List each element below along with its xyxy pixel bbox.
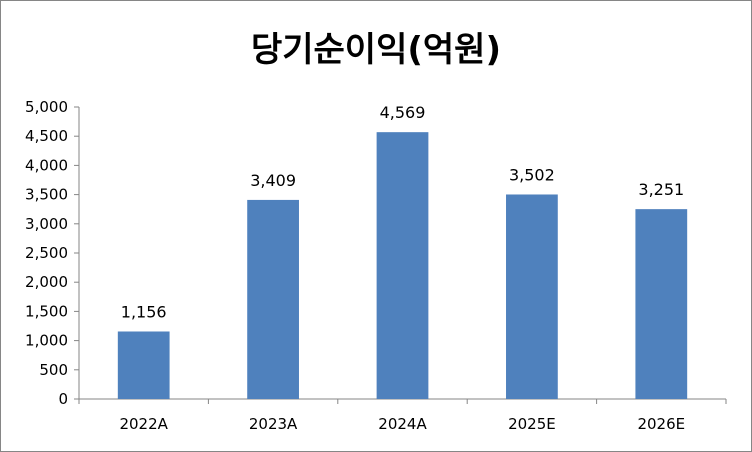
- y-tick-label: 2,000: [25, 273, 68, 291]
- y-tick-label: 5,000: [25, 98, 68, 116]
- data-label-2022A: 1,156: [121, 302, 167, 321]
- bars: [117, 132, 688, 399]
- chart-title: 당기순이익(억원): [250, 30, 502, 70]
- y-tick-label: 4,000: [25, 156, 68, 174]
- x-tick-label: 2026E: [637, 415, 685, 433]
- x-tick-label: 2022A: [119, 415, 168, 433]
- y-tick-label: 3,500: [25, 186, 68, 204]
- bar-2023A: [247, 199, 299, 399]
- data-label-2026E: 3,251: [638, 180, 684, 199]
- bar-2026E: [635, 209, 688, 399]
- y-tick-label: 1,500: [25, 302, 68, 320]
- y-tick-label: 3,000: [25, 215, 68, 233]
- x-tick-label: 2024A: [378, 415, 427, 433]
- bar-2025E: [506, 194, 558, 399]
- y-tick-label: 2,500: [25, 244, 68, 262]
- data-labels: 1,156 3,409 4,569 3,502 3,251: [121, 103, 684, 321]
- y-tick-label: 4,500: [25, 127, 68, 145]
- data-label-2024A: 4,569: [380, 103, 426, 122]
- bar-2024A: [376, 132, 429, 399]
- y-axis: 0 500 1,000 1,500 2,000 2,500 3,000 3,500 4,000 4…: [25, 98, 80, 408]
- data-label-2023A: 3,409: [250, 171, 296, 190]
- y-tick-label: 1,000: [25, 332, 68, 350]
- x-tick-label: 2023A: [249, 415, 298, 433]
- y-tick-label: 500: [39, 361, 68, 379]
- bar-2022A: [117, 331, 170, 399]
- data-label-2025E: 3,502: [509, 165, 555, 184]
- x-axis: 2022A 2023A 2024A 2025E 2026E: [78, 398, 727, 433]
- y-tick-label: 0: [58, 390, 68, 408]
- x-tick-label: 2025E: [508, 415, 556, 433]
